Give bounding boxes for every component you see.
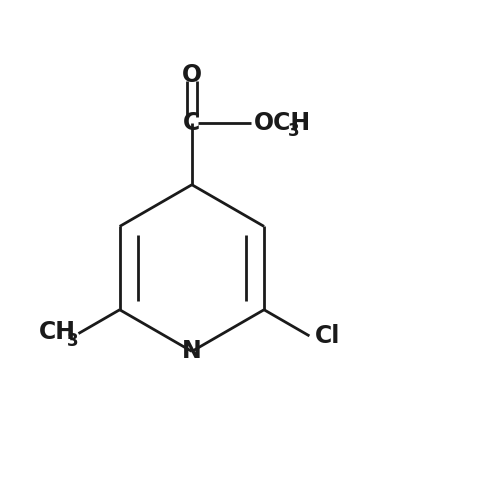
Text: Cl: Cl: [315, 324, 341, 348]
Text: 3: 3: [288, 123, 300, 140]
Text: O: O: [182, 63, 202, 87]
Text: C: C: [183, 111, 201, 135]
Text: 3: 3: [67, 332, 79, 350]
Text: CH: CH: [39, 319, 76, 343]
Text: N: N: [182, 340, 202, 364]
Text: OCH: OCH: [254, 111, 311, 135]
